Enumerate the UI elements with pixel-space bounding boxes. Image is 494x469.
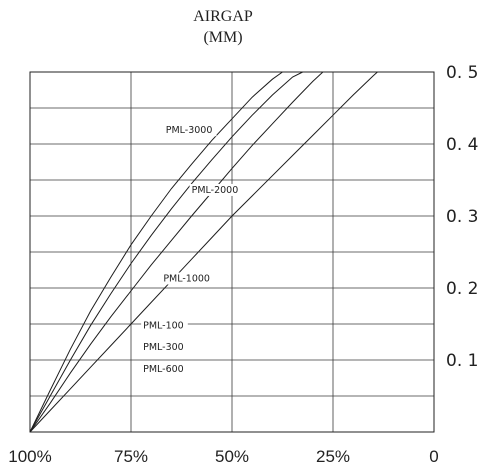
- plot-frame: [29, 71, 435, 433]
- x-tick-label: 0: [429, 447, 438, 466]
- series-label-pml-1000: PML-1000: [161, 272, 215, 285]
- grid: [29, 71, 435, 433]
- series-label-text: PML-300: [143, 342, 184, 353]
- x-tick-labels: 100% 75% 50% 25% 0: [8, 447, 438, 466]
- series-line-pml-2000: [29, 71, 303, 433]
- series-label-pml-600: PML-600: [143, 364, 184, 375]
- y-tick-label: 0. 4: [446, 135, 478, 155]
- series-labels: PML-3000 PML-2000 PML-1000 PML-100 PML-300 PM…: [141, 124, 243, 375]
- series-label-text: PML-600: [143, 364, 184, 375]
- x-tick-label: 25%: [316, 447, 350, 466]
- x-tick-label: 50%: [215, 447, 249, 466]
- series-line-pml-3000: [29, 71, 283, 433]
- x-tick-label: 100%: [8, 447, 51, 466]
- series-label-pml-100: PML-100: [141, 319, 188, 332]
- label-background: [161, 272, 215, 285]
- series-label-pml-300: PML-300: [143, 342, 184, 353]
- series-label-text: PML-3000: [166, 125, 213, 136]
- y-axis-title-line-1: AIRGAP: [193, 8, 253, 25]
- series-label-pml-2000: PML-2000: [189, 183, 243, 196]
- series-label-pml-3000: PML-3000: [163, 124, 217, 137]
- label-background: [141, 319, 188, 332]
- series-label-text: PML-2000: [192, 185, 239, 196]
- y-tick-label: 0. 5: [446, 63, 478, 83]
- x-tick-label: 75%: [114, 447, 148, 466]
- label-background: [189, 183, 243, 196]
- y-axis-title-line-2: (MM): [203, 29, 242, 46]
- label-background: [163, 124, 217, 137]
- curves: [29, 71, 378, 433]
- y-tick-label: 0. 1: [446, 351, 478, 371]
- y-tick-labels: 0. 1 0. 2 0. 3 0. 4 0. 5: [446, 63, 478, 371]
- y-tick-label: 0. 2: [446, 279, 478, 299]
- series-label-text: PML-1000: [163, 274, 210, 285]
- series-line-pml-100: [29, 71, 378, 433]
- series-label-text: PML-100: [143, 320, 184, 331]
- y-tick-label: 0. 3: [446, 207, 478, 227]
- series-line-pml-1000: [29, 71, 324, 433]
